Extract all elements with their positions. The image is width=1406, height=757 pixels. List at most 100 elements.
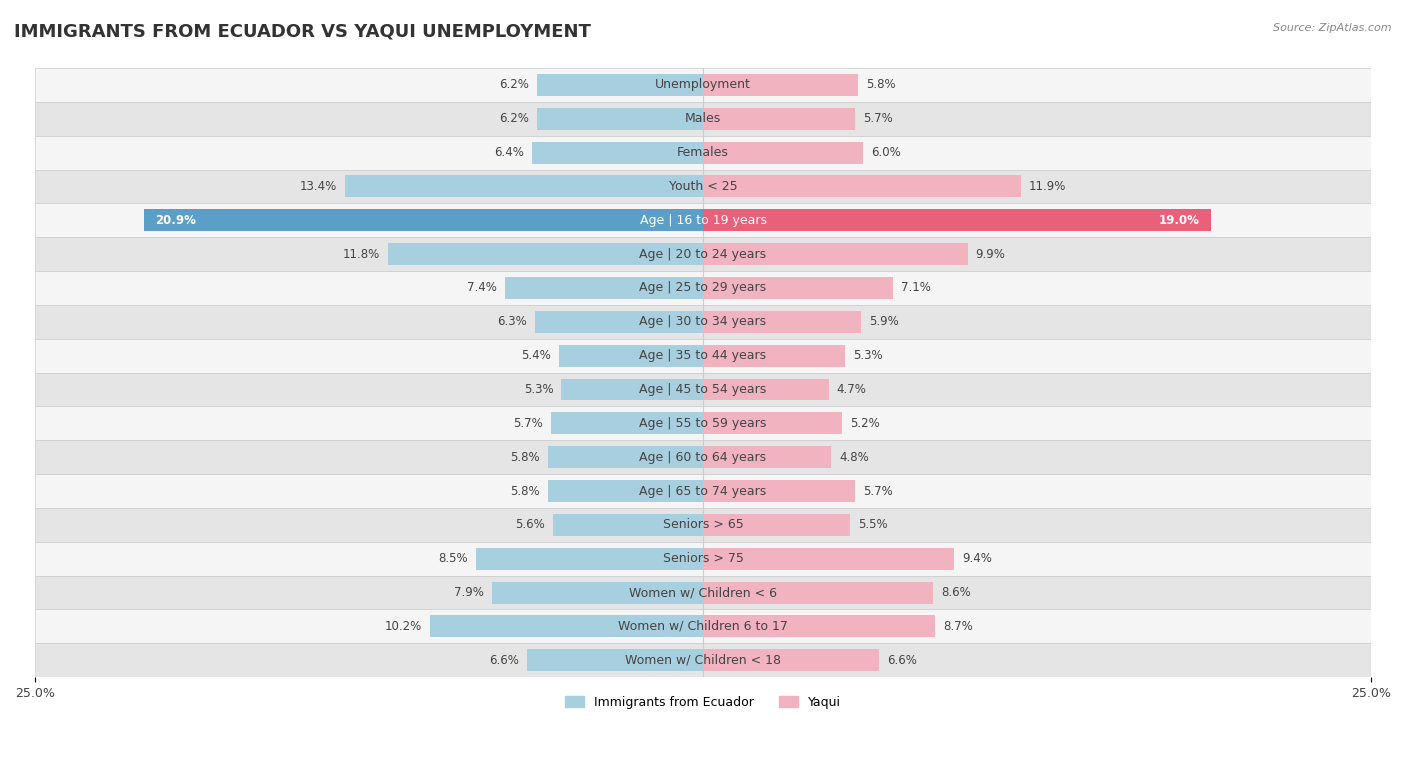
Text: 7.4%: 7.4% bbox=[467, 282, 498, 294]
Text: Males: Males bbox=[685, 112, 721, 125]
Bar bbox=[35, 237, 1371, 271]
Text: Age | 25 to 29 years: Age | 25 to 29 years bbox=[640, 282, 766, 294]
Text: Unemployment: Unemployment bbox=[655, 79, 751, 92]
Text: 11.8%: 11.8% bbox=[343, 248, 380, 260]
Bar bbox=[35, 609, 1371, 643]
Bar bbox=[703, 142, 863, 164]
Bar bbox=[35, 305, 1371, 338]
Bar bbox=[534, 311, 703, 333]
Text: 6.6%: 6.6% bbox=[887, 654, 917, 667]
Text: 5.4%: 5.4% bbox=[522, 349, 551, 362]
Bar bbox=[703, 176, 1021, 198]
Text: Age | 60 to 64 years: Age | 60 to 64 years bbox=[640, 450, 766, 464]
Text: 5.8%: 5.8% bbox=[866, 79, 896, 92]
Text: Age | 55 to 59 years: Age | 55 to 59 years bbox=[640, 417, 766, 430]
Bar bbox=[35, 102, 1371, 136]
Text: 5.6%: 5.6% bbox=[516, 519, 546, 531]
Text: 7.1%: 7.1% bbox=[901, 282, 931, 294]
Text: 6.2%: 6.2% bbox=[499, 112, 529, 125]
Bar bbox=[527, 650, 703, 671]
Bar bbox=[703, 311, 860, 333]
Bar bbox=[505, 277, 703, 299]
Text: 7.9%: 7.9% bbox=[454, 586, 484, 599]
Bar bbox=[703, 514, 851, 536]
Bar bbox=[703, 378, 828, 400]
Bar bbox=[492, 581, 703, 603]
Text: 8.7%: 8.7% bbox=[943, 620, 973, 633]
Legend: Immigrants from Ecuador, Yaqui: Immigrants from Ecuador, Yaqui bbox=[561, 690, 845, 714]
Text: 6.3%: 6.3% bbox=[496, 316, 527, 329]
Text: Age | 45 to 54 years: Age | 45 to 54 years bbox=[640, 383, 766, 396]
Bar bbox=[548, 480, 703, 502]
Bar bbox=[703, 480, 855, 502]
Text: Youth < 25: Youth < 25 bbox=[669, 180, 737, 193]
Text: 6.4%: 6.4% bbox=[494, 146, 524, 159]
Bar bbox=[344, 176, 703, 198]
Bar bbox=[35, 68, 1371, 102]
Text: 4.8%: 4.8% bbox=[839, 450, 869, 464]
Bar bbox=[35, 575, 1371, 609]
Bar bbox=[703, 209, 1211, 232]
Text: 5.7%: 5.7% bbox=[863, 484, 893, 497]
Bar bbox=[558, 344, 703, 366]
Bar bbox=[561, 378, 703, 400]
Bar bbox=[554, 514, 703, 536]
Bar bbox=[703, 243, 967, 265]
Text: IMMIGRANTS FROM ECUADOR VS YAQUI UNEMPLOYMENT: IMMIGRANTS FROM ECUADOR VS YAQUI UNEMPLO… bbox=[14, 23, 591, 41]
Bar bbox=[703, 277, 893, 299]
Bar bbox=[537, 74, 703, 96]
Bar bbox=[35, 338, 1371, 372]
Bar bbox=[703, 650, 879, 671]
Text: 6.2%: 6.2% bbox=[499, 79, 529, 92]
Bar bbox=[35, 474, 1371, 508]
Bar bbox=[551, 413, 703, 435]
Bar bbox=[548, 446, 703, 468]
Bar bbox=[703, 615, 935, 637]
Text: 11.9%: 11.9% bbox=[1029, 180, 1066, 193]
Text: Women w/ Children 6 to 17: Women w/ Children 6 to 17 bbox=[619, 620, 787, 633]
Text: Females: Females bbox=[678, 146, 728, 159]
Text: Age | 35 to 44 years: Age | 35 to 44 years bbox=[640, 349, 766, 362]
Text: 5.5%: 5.5% bbox=[858, 519, 887, 531]
Text: Age | 16 to 19 years: Age | 16 to 19 years bbox=[640, 213, 766, 227]
Bar bbox=[703, 446, 831, 468]
Bar bbox=[35, 441, 1371, 474]
Text: 5.3%: 5.3% bbox=[852, 349, 883, 362]
Bar bbox=[35, 136, 1371, 170]
Bar bbox=[35, 643, 1371, 678]
Text: 4.7%: 4.7% bbox=[837, 383, 866, 396]
Bar bbox=[430, 615, 703, 637]
Text: 13.4%: 13.4% bbox=[299, 180, 337, 193]
Bar bbox=[35, 508, 1371, 542]
Bar bbox=[475, 548, 703, 570]
Text: 8.6%: 8.6% bbox=[941, 586, 970, 599]
Text: 5.7%: 5.7% bbox=[863, 112, 893, 125]
Bar bbox=[35, 372, 1371, 407]
Text: 8.5%: 8.5% bbox=[439, 552, 468, 565]
Text: Age | 65 to 74 years: Age | 65 to 74 years bbox=[640, 484, 766, 497]
Bar bbox=[35, 170, 1371, 204]
Bar bbox=[35, 204, 1371, 237]
Text: 5.3%: 5.3% bbox=[523, 383, 554, 396]
Bar bbox=[703, 581, 932, 603]
Text: Seniors > 65: Seniors > 65 bbox=[662, 519, 744, 531]
Bar bbox=[35, 407, 1371, 441]
Bar bbox=[35, 542, 1371, 575]
Bar bbox=[703, 413, 842, 435]
Bar bbox=[388, 243, 703, 265]
Text: 20.9%: 20.9% bbox=[155, 213, 195, 227]
Bar bbox=[703, 74, 858, 96]
Text: 9.4%: 9.4% bbox=[962, 552, 993, 565]
Text: 10.2%: 10.2% bbox=[385, 620, 422, 633]
Text: 6.0%: 6.0% bbox=[872, 146, 901, 159]
Text: 5.7%: 5.7% bbox=[513, 417, 543, 430]
Bar bbox=[35, 271, 1371, 305]
Bar bbox=[145, 209, 703, 232]
Text: Women w/ Children < 6: Women w/ Children < 6 bbox=[628, 586, 778, 599]
Bar bbox=[703, 107, 855, 129]
Text: Women w/ Children < 18: Women w/ Children < 18 bbox=[626, 654, 780, 667]
Text: 6.6%: 6.6% bbox=[489, 654, 519, 667]
Text: 9.9%: 9.9% bbox=[976, 248, 1005, 260]
Text: 5.9%: 5.9% bbox=[869, 316, 898, 329]
Text: 5.8%: 5.8% bbox=[510, 484, 540, 497]
